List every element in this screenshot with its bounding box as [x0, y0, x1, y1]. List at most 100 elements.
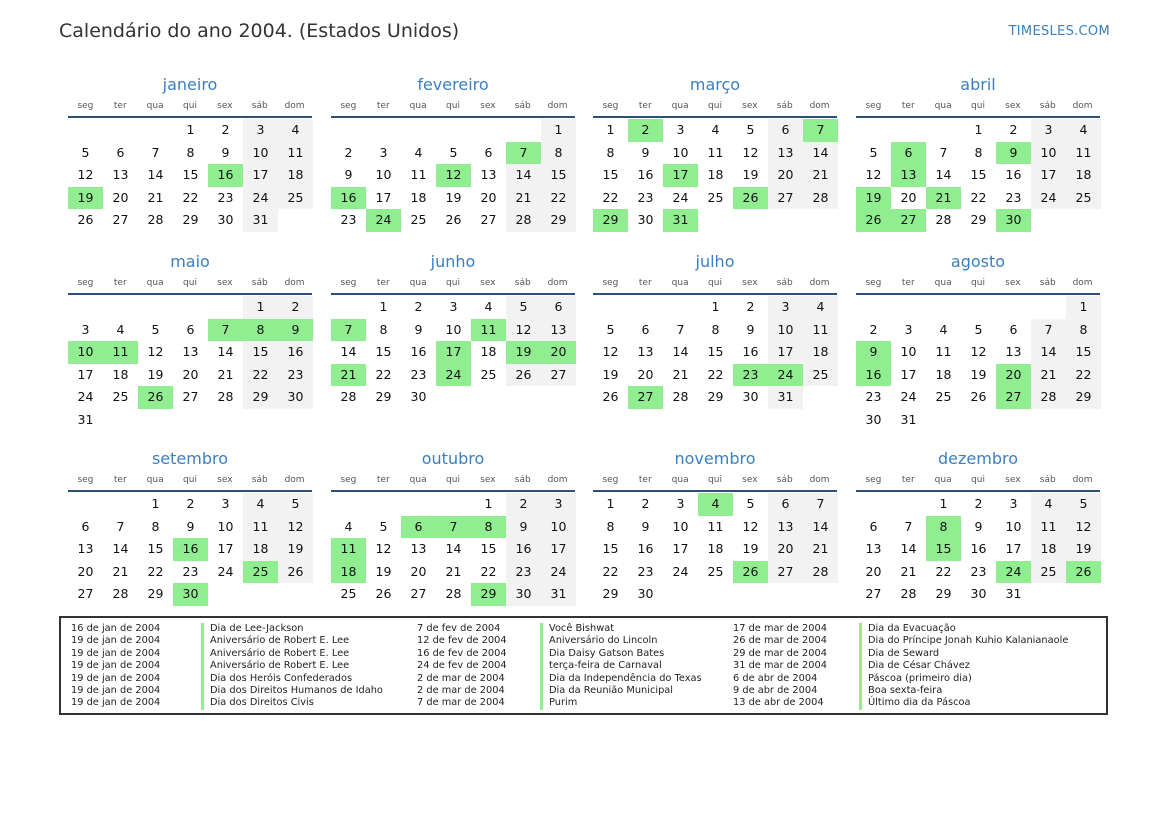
day-cell[interactable]: 10 — [768, 318, 803, 341]
day-cell[interactable]: 20 — [865, 563, 882, 579]
day-cell[interactable]: 23 — [217, 189, 234, 205]
day-cell[interactable]: 27 — [410, 586, 427, 601]
day-cell[interactable]: 3 — [243, 119, 278, 142]
day-cell[interactable]: 8 — [711, 321, 720, 337]
day-cell[interactable]: 24 — [900, 389, 917, 404]
day-cell[interactable]: 5 — [1066, 493, 1101, 516]
day-cell[interactable]: 22 — [602, 563, 619, 579]
day-cell[interactable]: 20 — [77, 563, 94, 579]
day-cell[interactable]: 2 — [278, 296, 313, 319]
day-cell[interactable]: 28 — [217, 389, 234, 404]
day-cell[interactable]: 14 — [935, 167, 952, 182]
day-cell[interactable]: 21 — [803, 164, 838, 187]
day-cell[interactable]: 12 — [436, 164, 471, 187]
day-cell[interactable]: 11 — [1066, 141, 1101, 164]
day-cell[interactable]: 9 — [641, 518, 650, 534]
day-cell[interactable]: 16 — [1005, 167, 1022, 182]
day-cell[interactable]: 18 — [935, 366, 952, 382]
day-cell[interactable]: 11 — [803, 318, 838, 341]
day-cell[interactable]: 25 — [1066, 186, 1101, 209]
day-cell[interactable]: 14 — [1031, 341, 1066, 364]
day-cell[interactable]: 4 — [344, 518, 353, 534]
day-cell[interactable]: 17 — [217, 541, 234, 556]
day-cell[interactable]: 25 — [803, 363, 838, 386]
day-cell[interactable]: 4 — [243, 493, 278, 516]
day-cell[interactable]: 18 — [278, 164, 313, 187]
day-cell[interactable]: 22 — [182, 189, 199, 205]
day-cell[interactable]: 26 — [278, 560, 313, 583]
day-cell[interactable]: 7 — [1031, 318, 1066, 341]
day-cell[interactable]: 25 — [112, 389, 129, 404]
day-cell[interactable]: 3 — [904, 321, 913, 337]
day-cell[interactable]: 15 — [707, 344, 724, 359]
day-cell[interactable]: 26 — [970, 389, 987, 404]
day-cell[interactable]: 26 — [733, 186, 768, 209]
day-cell[interactable]: 22 — [935, 563, 952, 579]
day-cell[interactable]: 16 — [742, 344, 759, 359]
day-cell[interactable]: 19 — [68, 186, 103, 209]
day-cell[interactable]: 7 — [436, 515, 471, 538]
day-cell[interactable]: 5 — [151, 321, 160, 337]
day-cell[interactable]: 30 — [410, 389, 427, 404]
day-cell[interactable]: 21 — [803, 538, 838, 561]
day-cell[interactable]: 9 — [186, 518, 195, 534]
day-cell[interactable]: 7 — [904, 518, 913, 534]
day-cell[interactable]: 13 — [768, 141, 803, 164]
day-cell[interactable]: 11 — [410, 167, 427, 182]
day-cell[interactable]: 4 — [698, 493, 733, 516]
day-cell[interactable]: 18 — [410, 189, 427, 205]
day-cell[interactable]: 31 — [77, 411, 94, 427]
day-cell[interactable]: 20 — [768, 164, 803, 187]
day-cell[interactable]: 29 — [593, 209, 628, 232]
day-cell[interactable]: 24 — [768, 363, 803, 386]
day-cell[interactable]: 20 — [480, 189, 497, 205]
day-cell[interactable]: 8 — [151, 518, 160, 534]
day-cell[interactable]: 16 — [208, 164, 243, 187]
day-cell[interactable]: 29 — [707, 389, 724, 404]
day-cell[interactable]: 2 — [221, 122, 230, 137]
day-cell[interactable]: 16 — [637, 167, 654, 182]
day-cell[interactable]: 27 — [541, 363, 576, 386]
day-cell[interactable]: 6 — [116, 144, 125, 160]
day-cell[interactable]: 28 — [803, 186, 838, 209]
day-cell[interactable]: 2 — [974, 496, 983, 511]
day-cell[interactable]: 1 — [606, 496, 615, 511]
day-cell[interactable]: 8 — [379, 321, 388, 337]
day-cell[interactable]: 19 — [602, 366, 619, 382]
day-cell[interactable]: 4 — [1066, 119, 1101, 142]
day-cell[interactable]: 23 — [1005, 189, 1022, 205]
day-cell[interactable]: 15 — [926, 538, 961, 561]
day-cell[interactable]: 5 — [278, 493, 313, 516]
day-cell[interactable]: 28 — [147, 212, 164, 227]
day-cell[interactable]: 19 — [375, 563, 392, 579]
day-cell[interactable]: 20 — [182, 366, 199, 382]
day-cell[interactable]: 13 — [891, 164, 926, 187]
day-cell[interactable]: 18 — [112, 366, 129, 382]
day-cell[interactable]: 22 — [375, 366, 392, 382]
day-cell[interactable]: 9 — [746, 321, 755, 337]
day-cell[interactable]: 18 — [480, 344, 497, 359]
day-cell[interactable]: 5 — [746, 496, 755, 511]
day-cell[interactable]: 5 — [869, 144, 878, 160]
day-cell[interactable]: 16 — [173, 538, 208, 561]
day-cell[interactable]: 24 — [1031, 186, 1066, 209]
day-cell[interactable]: 10 — [672, 518, 689, 534]
day-cell[interactable]: 18 — [707, 167, 724, 182]
day-cell[interactable]: 27 — [891, 209, 926, 232]
day-cell[interactable]: 14 — [112, 541, 129, 556]
day-cell[interactable]: 9 — [221, 144, 230, 160]
day-cell[interactable]: 29 — [602, 586, 619, 601]
day-cell[interactable]: 25 — [707, 189, 724, 205]
day-cell[interactable]: 20 — [768, 538, 803, 561]
day-cell[interactable]: 17 — [663, 164, 698, 187]
day-cell[interactable]: 29 — [182, 212, 199, 227]
day-cell[interactable]: 29 — [970, 212, 987, 227]
day-cell[interactable]: 24 — [77, 389, 94, 404]
day-cell[interactable]: 12 — [1066, 515, 1101, 538]
day-cell[interactable]: 13 — [77, 541, 94, 556]
day-cell[interactable]: 6 — [541, 296, 576, 319]
day-cell[interactable]: 14 — [803, 141, 838, 164]
day-cell[interactable]: 1 — [484, 496, 493, 511]
day-cell[interactable]: 5 — [449, 144, 458, 160]
day-cell[interactable]: 6 — [401, 515, 436, 538]
